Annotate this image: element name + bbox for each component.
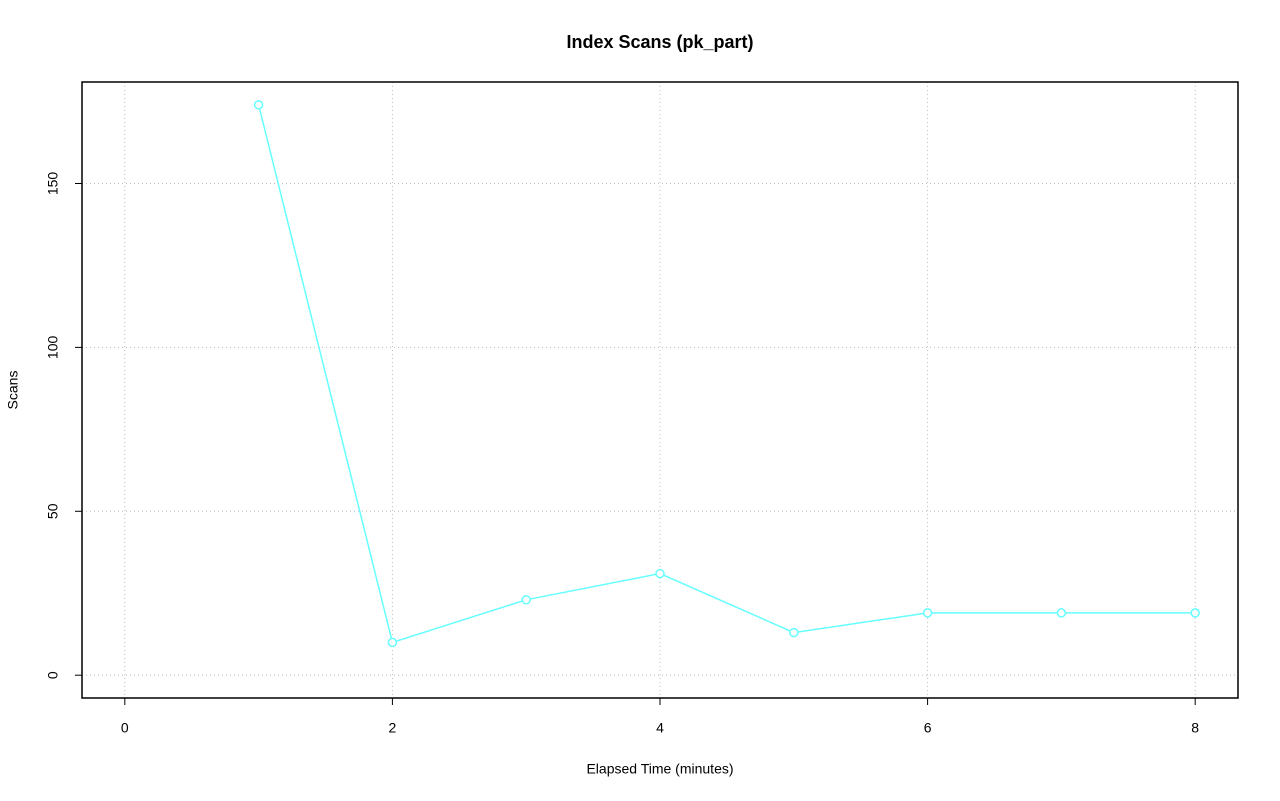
data-line bbox=[257, 104, 1196, 644]
y-axis-label: Scans bbox=[5, 371, 21, 410]
y-tick-label: 50 bbox=[45, 503, 61, 519]
data-point bbox=[1056, 608, 1067, 618]
chart-title: Index Scans (pk_part) bbox=[566, 32, 753, 52]
x-axis-label: Elapsed Time (minutes) bbox=[586, 761, 733, 777]
data-point bbox=[387, 637, 398, 648]
data-point bbox=[655, 568, 665, 579]
data-point bbox=[521, 595, 531, 605]
data-point bbox=[922, 608, 933, 618]
x-tick-label: 2 bbox=[389, 720, 397, 736]
x-tick-label: 0 bbox=[121, 720, 129, 736]
x-tick-label: 6 bbox=[924, 720, 932, 736]
y-tick-label: 150 bbox=[45, 172, 61, 196]
data-point bbox=[253, 100, 264, 110]
y-tick-label: 100 bbox=[45, 335, 61, 359]
x-tick-label: 8 bbox=[1191, 720, 1199, 736]
x-tick-label: 4 bbox=[656, 720, 664, 736]
y-tick-label: 0 bbox=[45, 671, 61, 679]
plot-frame bbox=[81, 81, 1239, 699]
data-point bbox=[1190, 608, 1200, 618]
data-point bbox=[789, 627, 799, 638]
